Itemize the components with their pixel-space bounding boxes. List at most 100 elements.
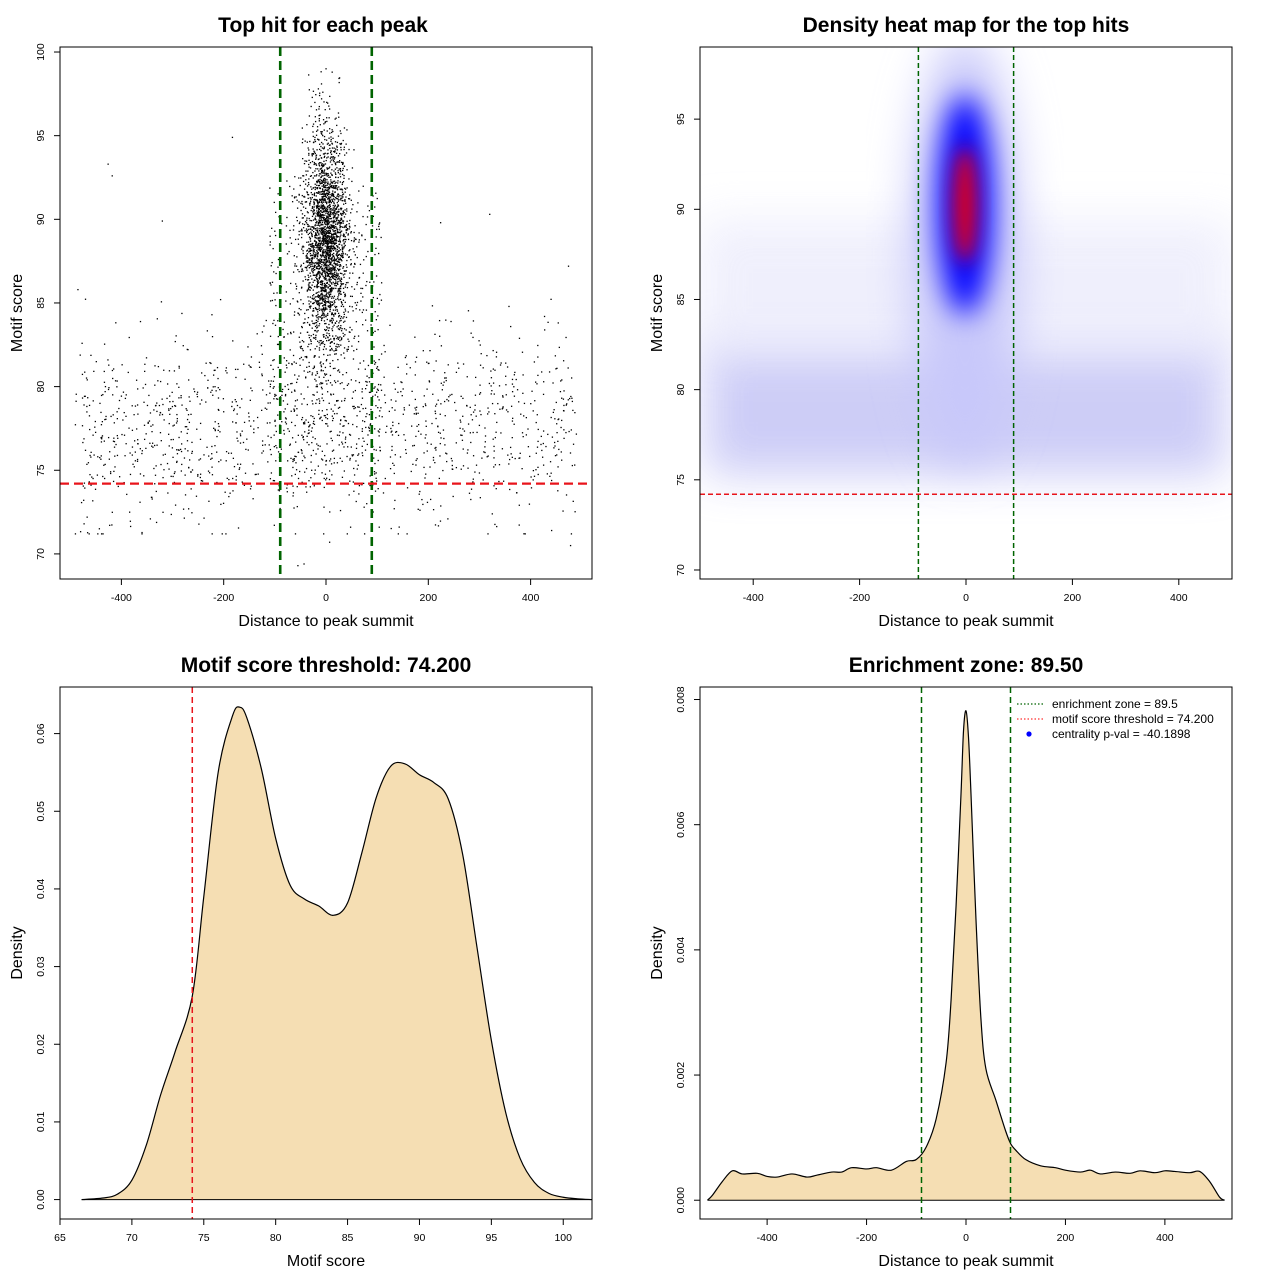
data-point bbox=[308, 152, 310, 155]
data-point bbox=[337, 221, 339, 224]
data-point bbox=[515, 492, 518, 494]
data-point bbox=[425, 434, 427, 436]
data-point bbox=[322, 233, 324, 236]
data-point bbox=[466, 376, 468, 378]
data-point bbox=[89, 454, 91, 457]
data-point bbox=[524, 533, 526, 535]
data-point bbox=[170, 475, 172, 478]
data-point bbox=[331, 174, 333, 177]
data-point bbox=[342, 256, 344, 258]
data-point bbox=[292, 466, 294, 469]
data-point bbox=[319, 344, 321, 346]
data-point bbox=[374, 428, 376, 430]
data-point bbox=[319, 383, 321, 385]
data-point bbox=[214, 369, 216, 371]
data-point bbox=[326, 282, 328, 284]
data-point bbox=[353, 240, 355, 243]
data-point bbox=[344, 320, 346, 322]
data-point bbox=[296, 505, 298, 508]
data-point bbox=[105, 415, 107, 418]
data-point bbox=[323, 533, 325, 535]
data-point bbox=[342, 305, 345, 308]
data-point bbox=[174, 405, 177, 407]
data-point bbox=[532, 410, 534, 412]
data-point bbox=[212, 386, 214, 388]
data-point bbox=[108, 387, 110, 389]
data-point bbox=[308, 166, 310, 168]
data-point bbox=[440, 403, 442, 405]
data-point bbox=[294, 176, 296, 178]
data-point bbox=[327, 274, 330, 276]
data-point bbox=[341, 188, 343, 190]
data-point bbox=[324, 185, 327, 187]
data-point bbox=[337, 251, 339, 253]
data-point bbox=[337, 204, 339, 206]
data-point bbox=[340, 207, 342, 210]
data-point bbox=[329, 198, 331, 200]
data-point bbox=[344, 286, 347, 288]
data-point bbox=[349, 305, 351, 308]
data-point bbox=[530, 403, 532, 405]
data-point bbox=[376, 480, 378, 482]
data-point bbox=[333, 225, 335, 228]
data-point bbox=[306, 366, 308, 368]
data-point bbox=[328, 251, 331, 253]
data-point bbox=[325, 334, 328, 337]
data-point bbox=[488, 411, 490, 413]
data-point bbox=[232, 490, 234, 492]
data-point bbox=[514, 371, 516, 374]
data-point bbox=[532, 469, 535, 472]
data-point bbox=[213, 369, 215, 372]
data-point bbox=[327, 193, 329, 195]
data-point bbox=[537, 428, 539, 431]
data-point bbox=[334, 230, 336, 232]
data-point bbox=[376, 197, 378, 200]
data-point bbox=[174, 404, 176, 407]
data-point bbox=[367, 364, 370, 367]
data-point bbox=[351, 454, 353, 456]
data-point bbox=[199, 403, 201, 405]
data-point bbox=[320, 316, 322, 318]
data-point bbox=[336, 235, 338, 237]
data-point bbox=[312, 246, 314, 248]
data-point bbox=[556, 431, 558, 434]
data-point bbox=[231, 405, 233, 408]
data-point bbox=[318, 114, 320, 117]
data-point bbox=[208, 500, 210, 502]
data-point bbox=[285, 225, 288, 227]
data-point bbox=[323, 256, 325, 258]
plot-frame bbox=[59, 686, 593, 1220]
data-point bbox=[316, 291, 318, 294]
data-point bbox=[342, 193, 345, 195]
data-point bbox=[505, 394, 507, 396]
data-point bbox=[320, 132, 322, 134]
data-point bbox=[296, 199, 298, 201]
data-point bbox=[214, 429, 216, 432]
data-point bbox=[317, 252, 319, 254]
data-point bbox=[316, 345, 318, 348]
data-point bbox=[337, 176, 339, 179]
data-point bbox=[337, 194, 339, 196]
data-point bbox=[291, 363, 293, 366]
data-point bbox=[475, 376, 477, 379]
data-point bbox=[475, 415, 477, 417]
data-point bbox=[490, 370, 492, 372]
data-point bbox=[321, 287, 323, 289]
data-point bbox=[326, 267, 328, 270]
data-point bbox=[327, 198, 329, 200]
data-point bbox=[351, 455, 354, 457]
data-point bbox=[269, 448, 272, 451]
data-point bbox=[111, 524, 113, 526]
data-point bbox=[570, 395, 572, 398]
data-point bbox=[306, 435, 308, 437]
data-point bbox=[239, 433, 242, 435]
data-point bbox=[323, 287, 325, 289]
data-point bbox=[441, 389, 443, 391]
data-point bbox=[419, 509, 421, 511]
data-point bbox=[306, 491, 308, 493]
data-point bbox=[346, 350, 348, 352]
data-point bbox=[318, 316, 320, 318]
data-point bbox=[339, 254, 342, 256]
x-tick-label: 0 bbox=[323, 592, 329, 604]
data-point bbox=[466, 452, 469, 454]
